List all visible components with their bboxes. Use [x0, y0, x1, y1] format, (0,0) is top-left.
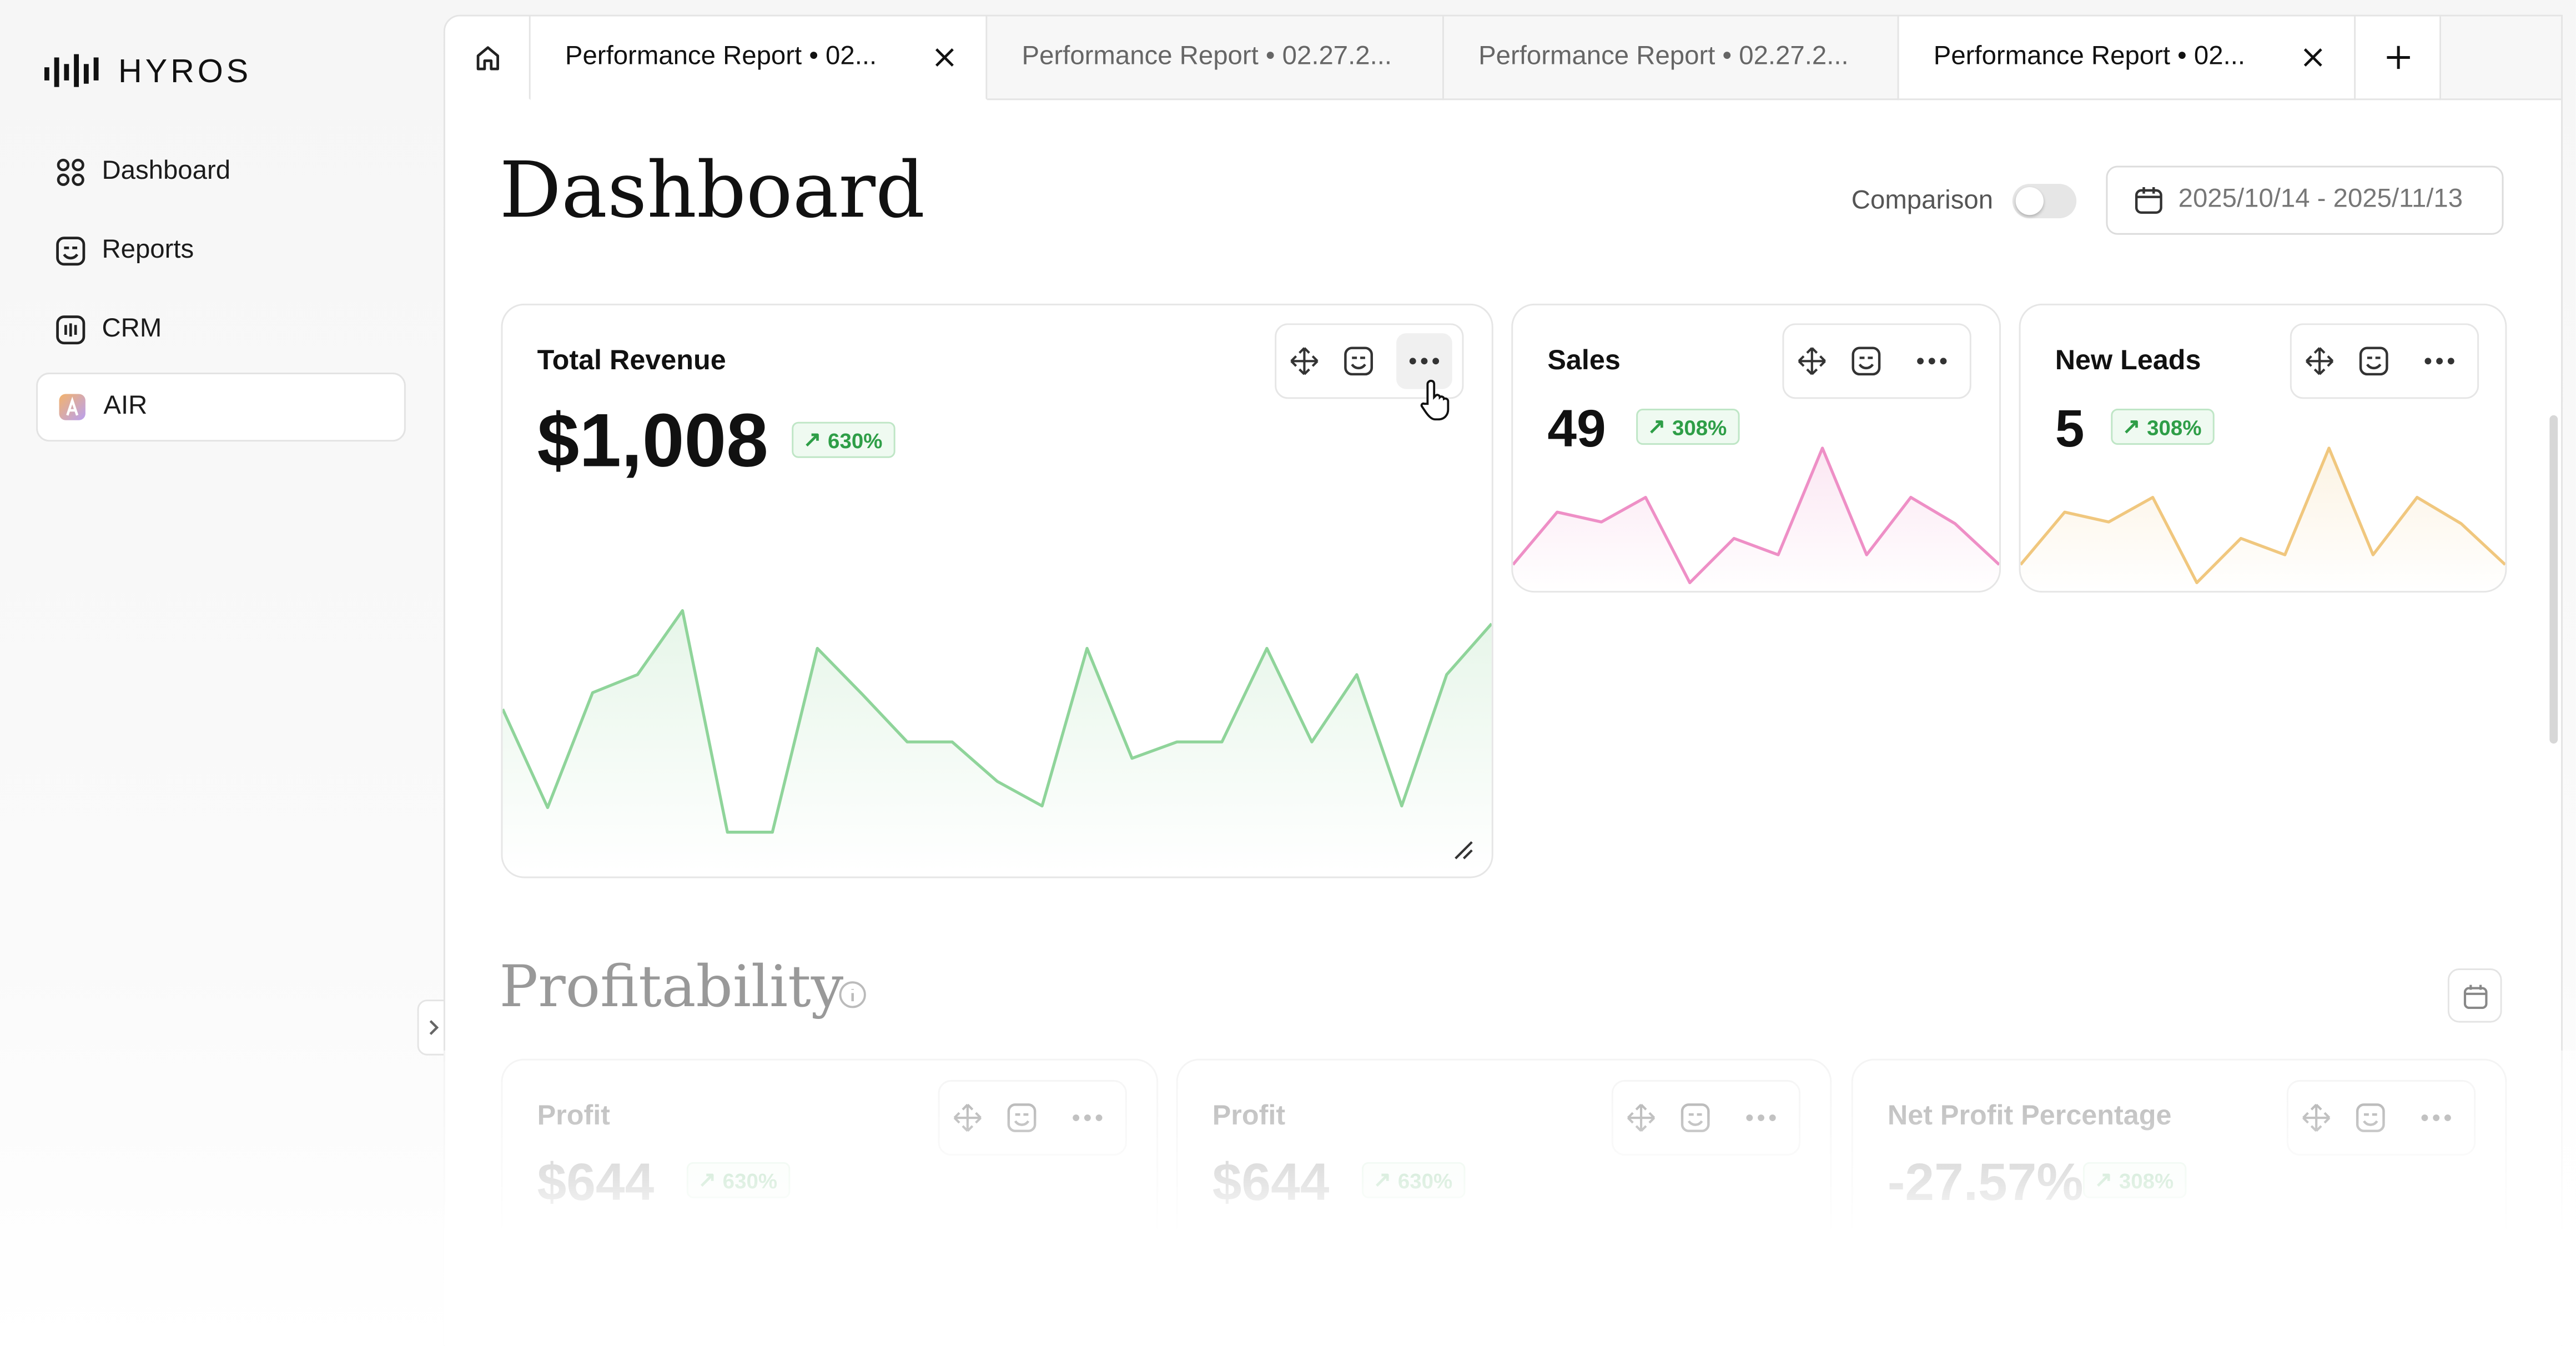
icon [57, 158, 84, 186]
icon [59, 394, 85, 420]
icon [2463, 984, 2487, 1008]
report-icon[interactable] [1849, 345, 1881, 378]
toggle-knob [2015, 187, 2044, 215]
icon [429, 1020, 439, 1035]
tab-label: Performance Report • 02.27.2... [1478, 42, 1849, 71]
date-picker[interactable]: 2025/10/14 - 2025/11/13 [2106, 165, 2504, 235]
tab-bar-fill [2441, 16, 2562, 101]
report-icon[interactable] [2357, 345, 2389, 378]
card-title: Total Revenue [537, 344, 726, 376]
page-title: Dashboard [499, 146, 925, 237]
more-button[interactable] [1903, 333, 1959, 389]
close-icon[interactable] [933, 46, 956, 69]
icon [2135, 187, 2162, 214]
nav-item[interactable]: CRM [36, 295, 406, 364]
tab[interactable]: Performance Report • 02.27.2... [1443, 16, 1899, 101]
brand-logo [44, 54, 99, 87]
card-tools [1782, 323, 1971, 399]
sparkline-line [1513, 446, 2000, 585]
tab-label: Performance Report • 02... [565, 42, 877, 71]
arrow: ↗ [2122, 413, 2141, 439]
sparkline [1513, 446, 2000, 591]
metric-card: Total Revenue $1,008 ↗ 630% [501, 303, 1493, 878]
card-title: New Leads [2055, 344, 2201, 376]
report-icon[interactable] [1341, 345, 1374, 378]
badge-text: 308% [2147, 414, 2202, 439]
info-icon[interactable] [838, 980, 867, 1010]
more-button[interactable] [2411, 333, 2467, 389]
brand-name: HYROS [118, 54, 252, 91]
card-value: 49 [1547, 399, 1606, 458]
new-tab-button[interactable] [2356, 16, 2442, 101]
more-icon [1916, 358, 1946, 365]
move-icon[interactable] [2302, 345, 2335, 378]
sparkline-line [2020, 446, 2505, 585]
fade-overlay [443, 1050, 2576, 1346]
tab-label: Performance Report • 02... [1933, 42, 2246, 71]
sparkline-line [502, 609, 1492, 834]
nav-label: CRM [102, 315, 162, 343]
nav-item[interactable]: Dashboard [36, 138, 406, 207]
date-range: 2025/10/14 - 2025/11/13 [2178, 185, 2463, 214]
card-value: 5 [2055, 399, 2085, 458]
sparkline-area [502, 610, 1492, 872]
nav-item[interactable]: AIR [36, 373, 406, 442]
nav-label: AIR [103, 392, 148, 420]
move-icon[interactable] [1287, 345, 1320, 378]
tab-label: Performance Report • 02.27.2... [1022, 42, 1392, 71]
close-icon[interactable] [2302, 46, 2325, 69]
section-title: Profitability [499, 955, 844, 1021]
icon [56, 315, 85, 345]
home-tab[interactable] [445, 16, 531, 101]
tab[interactable]: Performance Report • 02... [1899, 16, 2356, 101]
collapse-button[interactable] [417, 1000, 447, 1056]
icon [2386, 46, 2409, 69]
more-icon [2424, 358, 2454, 365]
more-icon [1408, 358, 1438, 365]
sparkline [2020, 446, 2505, 591]
sparkline-area [2020, 448, 2505, 591]
icon [476, 46, 499, 71]
tab[interactable]: Performance Report • 02... [530, 16, 988, 101]
change-badge: ↗308% [1636, 409, 1740, 445]
icon [56, 237, 85, 266]
nav-label: Reports [102, 236, 194, 264]
cursor [1420, 379, 1450, 421]
change-badge: ↗630% [792, 421, 896, 458]
change-badge: ↗308% [2111, 409, 2215, 445]
calendar-button[interactable] [2447, 968, 2502, 1023]
card-title: Sales [1547, 344, 1621, 376]
tab[interactable]: Performance Report • 02.27.2... [987, 16, 1444, 101]
move-icon[interactable] [1795, 345, 1828, 378]
comparison-toggle[interactable] [2012, 184, 2077, 219]
card-value: $1,008 [537, 397, 768, 483]
card-tools [2290, 323, 2479, 399]
arrow: ↗ [803, 426, 822, 451]
badge-text: 308% [1672, 414, 1727, 439]
badge-text: 630% [828, 428, 883, 453]
more-button[interactable] [1395, 333, 1452, 389]
resize-handle[interactable] [1452, 839, 1475, 862]
comparison-label: Comparison [1851, 187, 1994, 215]
sparkline [502, 609, 1492, 872]
scrollbar[interactable] [2549, 415, 2558, 744]
nav-item[interactable]: Reports [36, 217, 406, 285]
sparkline-area [1513, 448, 2000, 591]
arrow: ↗ [1647, 413, 1666, 439]
nav-label: Dashboard [102, 157, 231, 186]
